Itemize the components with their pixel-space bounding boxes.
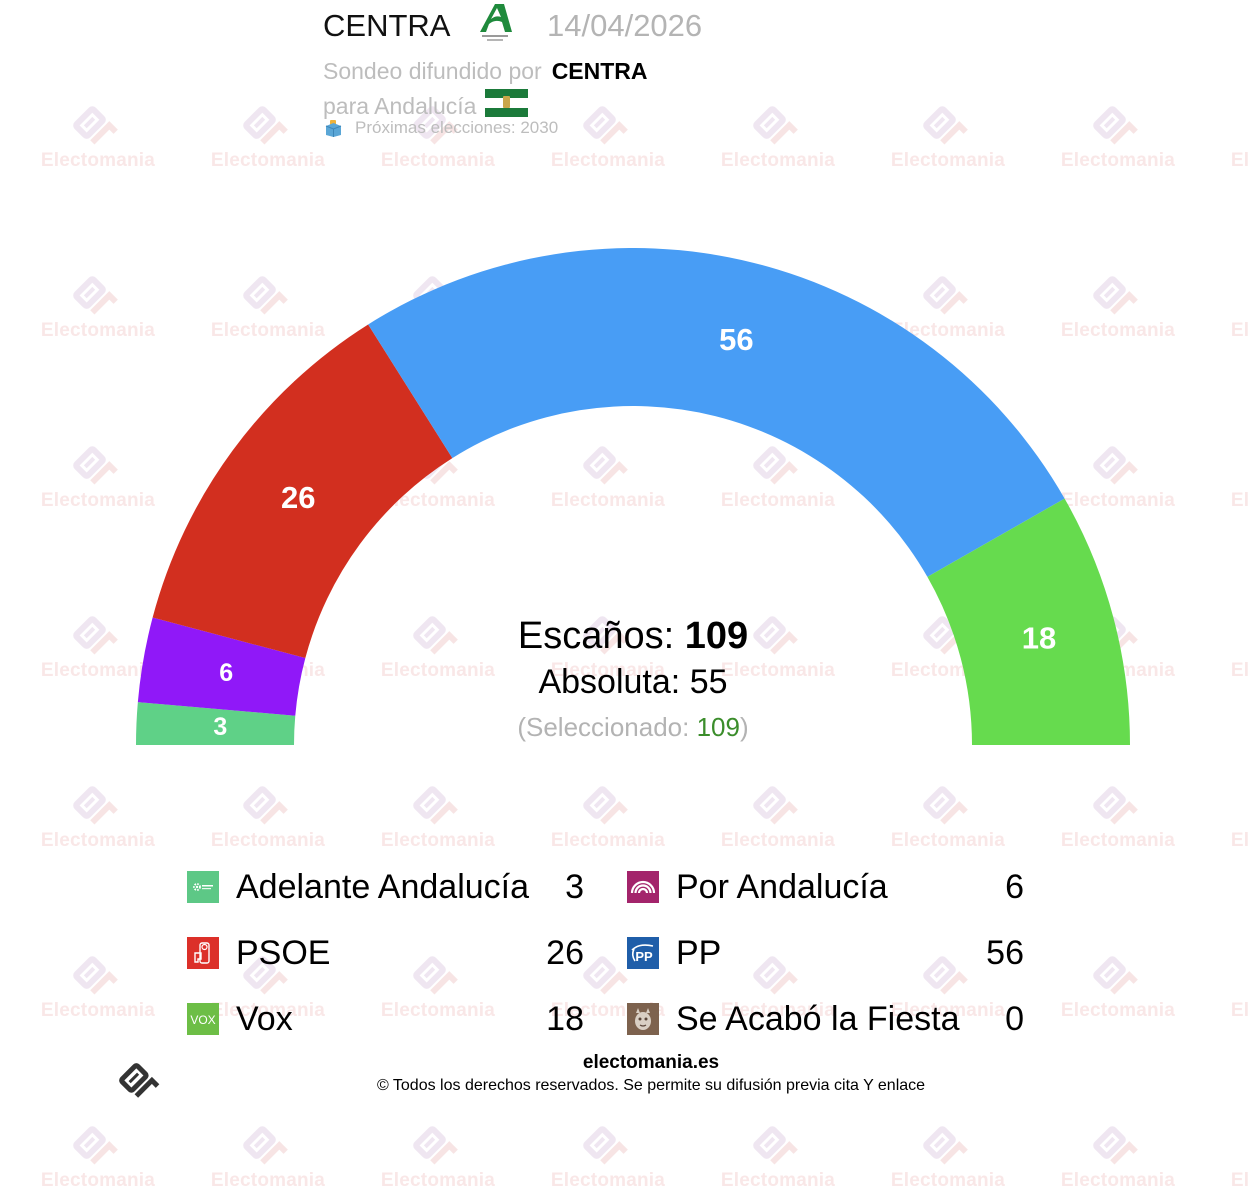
poll-region: para Andalucía [323, 93, 477, 119]
segment-label-pp: 56 [719, 322, 753, 357]
watermark-text: Electomania [40, 1170, 156, 1191]
legend-item-se-acabo-la-fiesta[interactable]: Se Acabó la Fiesta 0 [627, 986, 1024, 1052]
watermark: Electomania [863, 1118, 1033, 1192]
legend-value: 3 [565, 868, 584, 906]
legend-name: Vox [236, 1000, 293, 1038]
watermark: Electomania [693, 1118, 863, 1192]
total-seats: Escaños: 109 [433, 614, 833, 658]
pp-logo-icon: PP [627, 937, 659, 969]
watermark-text: Electomania [550, 1170, 666, 1191]
vox-logo-text: VOX [190, 1013, 215, 1027]
next-elections-text: Próximas elecciones: 2030 [355, 118, 559, 137]
poll-source-line: Sondeo difundido por CENTRA [323, 57, 648, 85]
segment-pp[interactable] [368, 247, 1065, 577]
legend-name: PSOE [236, 934, 331, 972]
legend-name: PP [676, 934, 722, 972]
segment-label-adelante-andalucia: 3 [213, 713, 227, 741]
segment-label-vox: 18 [1022, 620, 1056, 655]
legend-name: Se Acabó la Fiesta [676, 1000, 960, 1038]
watermark: Electomania [13, 1118, 183, 1192]
total-seats-label: Escaños: [517, 615, 685, 657]
vox-logo-icon: VOX [187, 1003, 219, 1035]
pollster-title: CENTRA [323, 8, 451, 43]
majority: Absoluta: 55 [433, 662, 833, 702]
legend-value: 18 [546, 1000, 584, 1038]
hemicycle-chart: 3 6 26 56 18 [136, 247, 1130, 745]
watermark: Electomania [1033, 1118, 1203, 1192]
selected-close: ) [739, 712, 749, 742]
next-elections: Próximas elecciones: 2030 [325, 118, 558, 138]
legend-item-adelante-andalucia[interactable]: Adelante Andalucía 3 [187, 854, 584, 920]
footer-copyright: © Todos los derechos reservados. Se perm… [376, 1077, 926, 1094]
legend-value: 26 [546, 934, 584, 972]
andalusia-flag-icon [485, 89, 528, 117]
selected-label: (Seleccionado: [517, 712, 697, 742]
segment-por-andalucia[interactable] [137, 617, 306, 716]
poll-source-name: CENTRA [551, 58, 648, 84]
legend-name: Adelante Andalucía [236, 868, 530, 906]
watermark-text: Electomania [1060, 1170, 1176, 1191]
pp-logo-text: PP [635, 949, 653, 964]
watermark: Electomania [353, 1118, 523, 1192]
watermark: Electomania [1203, 1118, 1250, 1192]
ballot-box-icon [325, 119, 342, 137]
legend-name: Por Andalucía [676, 868, 888, 906]
watermark: Electomania [183, 1118, 353, 1192]
segment-vox[interactable] [927, 498, 1130, 745]
psoe-logo-icon [187, 937, 219, 969]
legend-value: 56 [986, 934, 1024, 972]
watermark-text: Electomania [380, 1170, 496, 1191]
majority-value: 55 [689, 663, 728, 701]
legend-value: 6 [1005, 868, 1024, 906]
salf-logo-icon [627, 1003, 659, 1035]
poll-source-prefix: Sondeo difundido por [323, 58, 542, 84]
majority-label: Absoluta: [538, 663, 690, 701]
watermark-text: Electomania [890, 1170, 1006, 1191]
watermark: Electomania [523, 1118, 693, 1192]
legend-item-pp[interactable]: PP PP 56 [627, 920, 1024, 986]
segment-adelante-andalucia[interactable] [136, 702, 296, 745]
footer-site[interactable]: electomania.es [582, 1052, 720, 1073]
adelante-andalucia-logo-icon [187, 871, 219, 903]
legend: Adelante Andalucía 3 Por Andalucía 6 PSO… [187, 854, 1024, 1052]
segment-label-por-andalucia: 6 [219, 659, 233, 687]
selected-value: 109 [696, 712, 740, 742]
segment-label-psoe: 26 [281, 480, 315, 515]
legend-value: 0 [1005, 1000, 1024, 1038]
legend-item-psoe[interactable]: PSOE 26 [187, 920, 584, 986]
selected-seats: (Seleccionado: 109) [433, 712, 833, 742]
junta-andalucia-logo-icon [480, 4, 512, 41]
legend-item-por-andalucia[interactable]: Por Andalucía 6 [627, 854, 1024, 920]
poll-date: 14/04/2026 [547, 8, 703, 43]
total-seats-value: 109 [684, 615, 749, 657]
electomania-logo-icon [119, 1063, 160, 1098]
watermark-text: Electomania [720, 1170, 836, 1191]
segment-psoe[interactable] [152, 324, 453, 659]
watermark-text: Electomania [210, 1170, 326, 1191]
legend-item-vox[interactable]: VOX Vox 18 [187, 986, 584, 1052]
por-andalucia-logo-icon [627, 871, 659, 903]
watermark-text: Electomania [1230, 1170, 1250, 1191]
